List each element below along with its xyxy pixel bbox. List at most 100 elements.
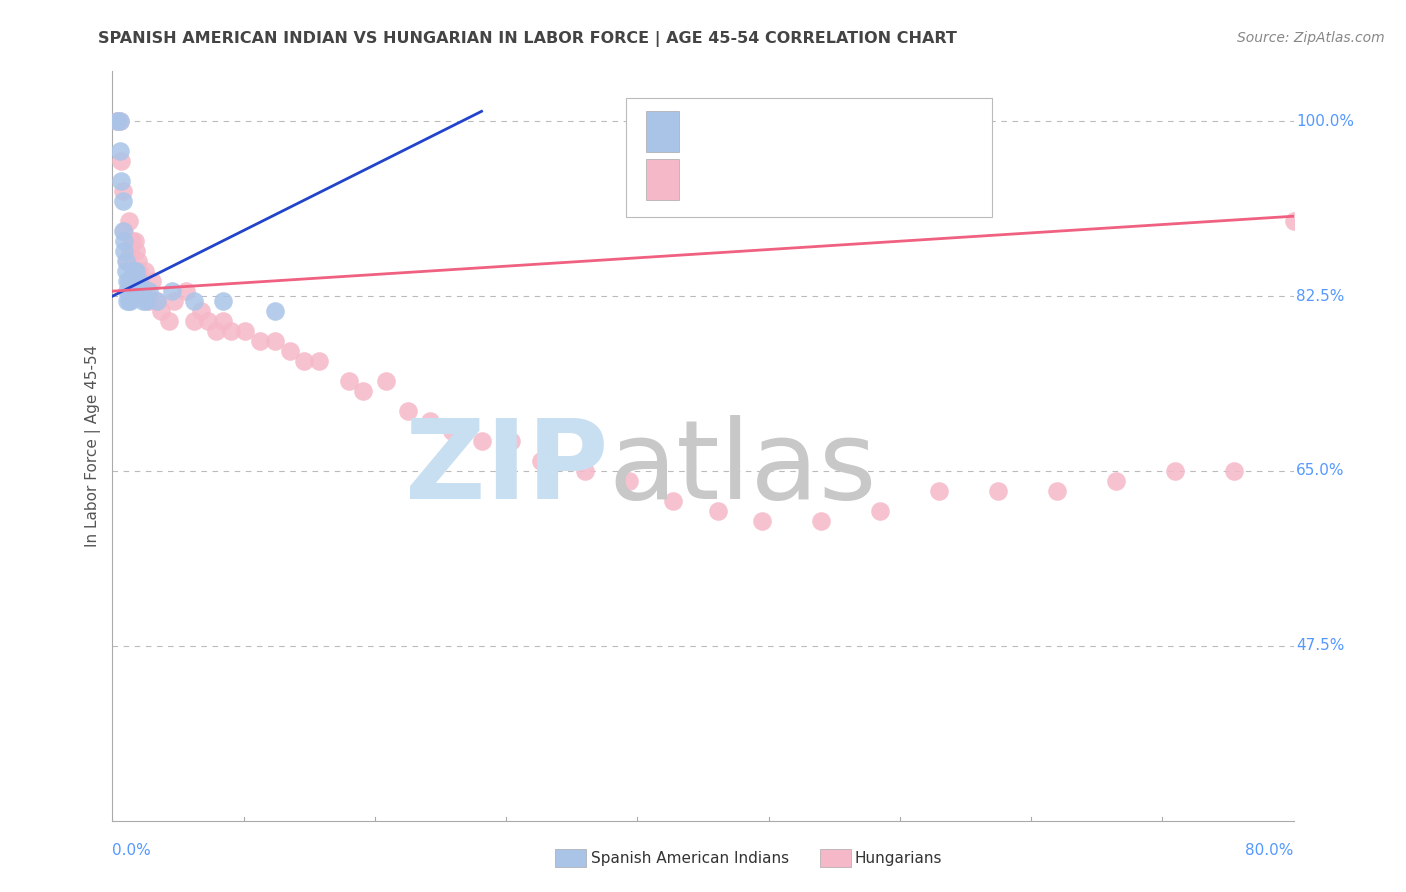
Point	[132, 294, 155, 309]
Point	[111, 224, 134, 238]
Point	[121, 234, 143, 248]
Point	[138, 284, 160, 298]
Point	[197, 314, 219, 328]
Point	[183, 294, 205, 309]
Point	[121, 274, 143, 288]
Point	[174, 284, 197, 298]
Point	[810, 514, 832, 528]
Point	[114, 254, 136, 268]
Point	[157, 314, 180, 328]
Point	[574, 464, 596, 478]
Point	[419, 414, 441, 428]
Point	[352, 384, 374, 398]
FancyBboxPatch shape	[647, 112, 679, 153]
Point	[124, 264, 146, 278]
Point	[105, 114, 128, 128]
Point	[117, 284, 138, 298]
Point	[219, 324, 242, 338]
Point	[529, 454, 551, 468]
Point	[111, 184, 134, 198]
Point	[264, 304, 287, 318]
Point	[120, 244, 142, 259]
Point	[117, 294, 138, 309]
Point	[233, 324, 256, 338]
Point	[131, 284, 153, 298]
Point	[135, 294, 157, 309]
Point	[278, 344, 301, 359]
Point	[441, 424, 464, 438]
Point	[751, 514, 773, 528]
Point	[108, 114, 131, 128]
Point	[987, 483, 1010, 498]
Point	[110, 154, 132, 169]
Point	[118, 214, 141, 228]
Point	[125, 244, 148, 259]
Text: Hungarians: Hungarians	[855, 851, 942, 865]
Point	[183, 314, 205, 328]
Point	[125, 264, 148, 278]
Point	[105, 114, 128, 128]
Point	[111, 194, 134, 209]
Point	[124, 234, 146, 248]
Text: R = 0.404: R = 0.404	[693, 122, 796, 140]
Point	[212, 314, 235, 328]
Point	[470, 434, 494, 448]
Text: 47.5%: 47.5%	[1296, 639, 1344, 653]
Point	[120, 294, 142, 309]
FancyBboxPatch shape	[626, 97, 993, 218]
Point	[112, 244, 135, 259]
Point	[110, 174, 132, 188]
FancyBboxPatch shape	[647, 159, 679, 200]
Point	[128, 274, 150, 288]
Text: 82.5%: 82.5%	[1296, 289, 1344, 303]
Point	[127, 284, 149, 298]
Point	[264, 334, 287, 348]
Text: 65.0%: 65.0%	[1296, 464, 1344, 478]
Point	[138, 294, 160, 309]
Point	[128, 264, 150, 278]
Y-axis label: In Labor Force | Age 45-54: In Labor Force | Age 45-54	[86, 345, 101, 547]
Point	[928, 483, 950, 498]
Text: N = 34: N = 34	[794, 122, 856, 140]
Point	[146, 294, 169, 309]
Point	[396, 404, 419, 418]
Point	[146, 294, 169, 309]
Point	[141, 274, 163, 288]
Point	[619, 474, 641, 488]
Text: Spanish American Indians: Spanish American Indians	[591, 851, 789, 865]
Point	[1282, 214, 1305, 228]
Point	[131, 284, 153, 298]
Point	[129, 274, 152, 288]
Point	[163, 294, 186, 309]
Point	[122, 264, 145, 278]
Point	[662, 494, 685, 508]
Point	[134, 264, 156, 278]
Point	[112, 234, 135, 248]
Point	[1164, 464, 1187, 478]
Point	[337, 374, 360, 388]
Point	[114, 264, 136, 278]
Point	[117, 254, 138, 268]
Point	[501, 434, 523, 448]
Point	[129, 284, 152, 298]
Point	[205, 324, 228, 338]
Point	[108, 114, 131, 128]
Point	[118, 294, 141, 309]
Point	[1105, 474, 1128, 488]
Point	[212, 294, 235, 309]
Text: 0.0%: 0.0%	[112, 843, 152, 858]
Text: ZIP: ZIP	[405, 415, 609, 522]
Point	[117, 274, 138, 288]
Text: atlas: atlas	[609, 415, 877, 522]
Point	[706, 504, 728, 518]
Point	[120, 284, 142, 298]
Point	[308, 354, 330, 368]
Point	[1046, 483, 1069, 498]
Point	[249, 334, 271, 348]
Point	[135, 284, 157, 298]
Text: 100.0%: 100.0%	[1296, 114, 1354, 128]
Point	[374, 374, 396, 388]
Point	[292, 354, 315, 368]
Point	[869, 504, 891, 518]
Point	[127, 254, 149, 268]
